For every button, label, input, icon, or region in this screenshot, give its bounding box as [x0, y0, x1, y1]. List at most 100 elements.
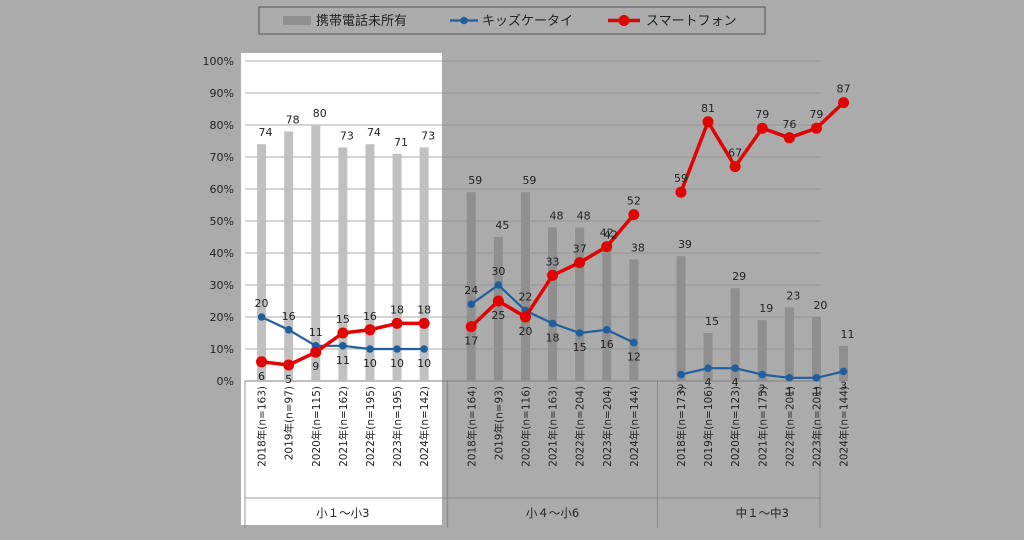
- bar-no-phone: [311, 125, 321, 381]
- kids-phone-value-label: 3: [840, 379, 847, 392]
- bar-no-phone: [365, 144, 375, 381]
- smartphone-point: [310, 346, 322, 358]
- smartphone-point: [628, 209, 640, 221]
- smartphone-value-label: 67: [728, 147, 742, 160]
- category-label: 2022年(n=204): [574, 386, 587, 467]
- category-label: 2018年(n=164): [465, 386, 478, 467]
- kids-phone-value-label: 16: [600, 338, 614, 351]
- smartphone-value-label: 52: [627, 195, 641, 208]
- kids-phone-point: [467, 300, 476, 309]
- kids-phone-value-label: 2: [677, 383, 684, 396]
- kids-phone-value-label: 24: [464, 284, 478, 297]
- smartphone-value-label: 33: [546, 255, 560, 268]
- smartphone-point: [283, 359, 295, 371]
- kids-phone-value-label: 11: [336, 354, 350, 367]
- kids-phone-point: [677, 370, 685, 379]
- kids-phone-value-label: 20: [255, 297, 269, 310]
- category-label: 2019年(n=97): [283, 386, 296, 460]
- bar-value-label: 39: [678, 238, 692, 251]
- y-tick-label: 10%: [210, 343, 234, 356]
- bar-value-label: 59: [468, 174, 482, 187]
- bar-no-phone: [466, 192, 476, 381]
- kids-phone-point: [758, 370, 767, 379]
- bar-value-label: 19: [759, 302, 773, 315]
- bar-value-label: 29: [732, 270, 746, 283]
- smartphone-value-label: 17: [464, 335, 478, 348]
- legend-marker-kids-phone: [460, 16, 468, 25]
- kids-phone-point: [575, 329, 584, 337]
- smartphone-value-label: 6: [258, 370, 265, 383]
- kids-phone-point: [812, 374, 821, 382]
- smartphone-point: [675, 186, 687, 198]
- y-tick-label: 30%: [210, 279, 234, 292]
- category-label: 2020年(n=123): [729, 386, 742, 467]
- bar-value-label: 48: [577, 209, 591, 222]
- category-label: 2018年(n=173): [675, 386, 688, 467]
- kids-phone-point: [630, 338, 638, 347]
- smartphone-value-label: 37: [573, 243, 587, 256]
- kids-phone-point: [366, 345, 374, 353]
- kids-phone-point: [284, 326, 293, 334]
- category-label: 2021年(n=162): [337, 386, 350, 467]
- bar-value-label: 73: [421, 129, 435, 142]
- smartphone-point: [547, 269, 559, 281]
- bar-value-label: 71: [394, 136, 408, 149]
- bar-no-phone: [520, 192, 530, 381]
- smartphone-point: [492, 295, 504, 307]
- kids-phone-point: [839, 367, 848, 376]
- category-label: 2021年(n=175): [756, 386, 769, 467]
- y-tick-label: 90%: [210, 87, 234, 100]
- smartphone-point: [337, 327, 349, 339]
- kids-phone-value-label: 10: [390, 357, 404, 370]
- category-label: 2023年(n=195): [391, 386, 404, 467]
- kids-phone-point: [420, 345, 428, 353]
- category-label: 2018年(n=163): [256, 386, 269, 467]
- group-label: 小１～小3: [316, 506, 369, 520]
- bar-no-phone: [284, 131, 294, 381]
- bar-no-phone: [730, 288, 740, 381]
- bar-no-phone: [338, 147, 348, 381]
- legend-box: [258, 6, 766, 35]
- kids-phone-value-label: 15: [573, 341, 587, 354]
- kids-phone-point: [785, 374, 794, 382]
- smartphone-value-label: 87: [837, 83, 851, 96]
- bar-value-label: 73: [340, 129, 354, 142]
- smartphone-point: [364, 324, 376, 336]
- legend-label-kids-phone: キッズケータイ: [482, 13, 573, 29]
- smartphone-value-label: 81: [701, 102, 715, 115]
- kids-phone-value-label: 10: [417, 357, 431, 370]
- bar-value-label: 38: [631, 241, 645, 254]
- y-tick-label: 80%: [210, 119, 234, 132]
- legend-marker-smartphone: [618, 15, 630, 26]
- y-tick-label: 70%: [210, 151, 234, 164]
- legend-label-smartphone: スマートフォン: [646, 14, 737, 29]
- category-label: 2024年(n=144): [838, 386, 851, 467]
- bar-no-phone: [602, 246, 612, 381]
- y-tick-label: 60%: [210, 183, 234, 196]
- smartphone-point: [256, 356, 268, 368]
- kids-phone-value-label: 4: [732, 376, 739, 389]
- kids-phone-value-label: 1: [813, 386, 820, 399]
- smartphone-value-label: 18: [390, 303, 404, 316]
- smartphone-point: [756, 122, 768, 134]
- category-label: 2023年(n=201): [810, 386, 823, 467]
- bar-value-label: 74: [367, 126, 381, 139]
- smartphone-value-label: 25: [491, 309, 505, 322]
- smartphone-point: [729, 161, 741, 173]
- category-label: 2022年(n=201): [783, 386, 796, 467]
- y-tick-label: 40%: [210, 247, 234, 260]
- bar-value-label: 15: [705, 315, 719, 328]
- category-label: 2020年(n=115): [310, 386, 323, 467]
- bar-no-phone: [757, 320, 767, 381]
- smartphone-point: [601, 241, 613, 253]
- bar-no-phone: [676, 256, 686, 381]
- smartphone-value-label: 15: [336, 313, 350, 326]
- bar-value-label: 80: [313, 107, 327, 120]
- category-label: 2024年(n=144): [628, 386, 641, 467]
- kids-phone-point: [731, 364, 739, 373]
- bar-value-label: 11: [841, 328, 855, 341]
- smartphone-value-label: 79: [809, 108, 823, 121]
- bar-no-phone: [392, 153, 402, 381]
